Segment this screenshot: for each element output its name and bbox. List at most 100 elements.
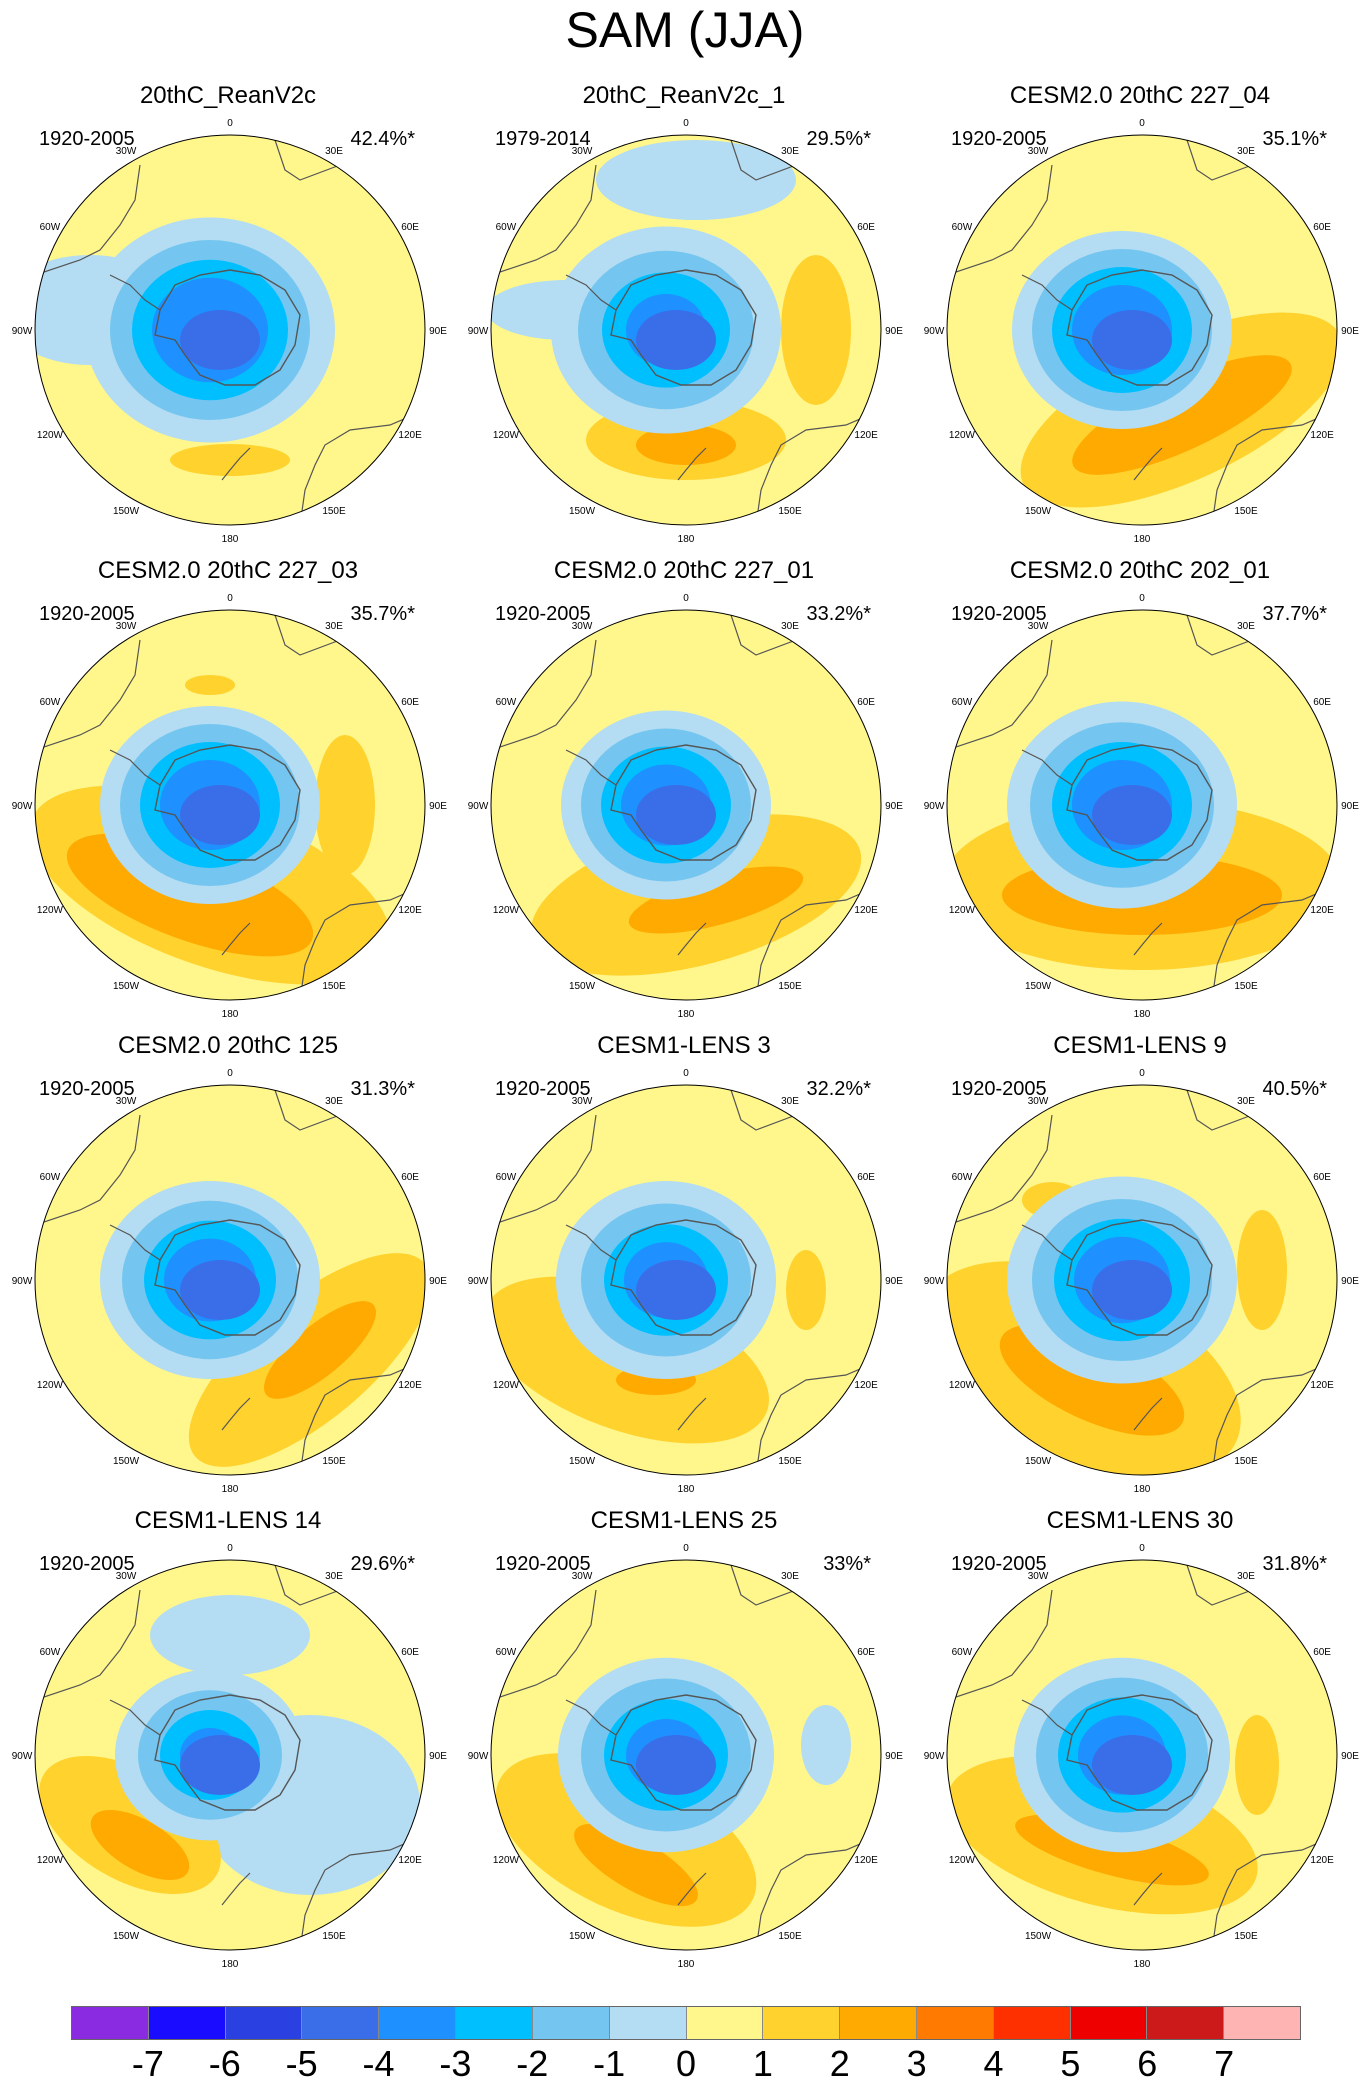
longitude-label: 60E [1313,1172,1331,1183]
antarctic-peninsula-coastline [109,1224,161,1261]
longitude-label: 30W [572,1096,593,1107]
colorbar-label: 7 [1214,2043,1235,2084]
longitude-label: 120W [949,1855,976,1866]
longitude-label: 90W [924,1276,945,1287]
negative-anomaly-region [150,1595,310,1675]
longitude-label: 150W [569,506,596,517]
longitude-label: 150E [322,1931,346,1942]
longitude-label: 60E [857,697,875,708]
colorbar-label: 2 [829,2043,850,2084]
antarctic-peninsula-coastline [1021,1699,1073,1736]
map-panel: CESM2.0 20thC 202_01 1920-2005 37.7%* 0 30E 6… [912,465,1368,1020]
longitude-label: 150E [778,1456,802,1467]
australia-coastline [1211,1834,1337,1950]
south-america-coastline [947,164,1053,276]
longitude-label: 120W [37,430,64,441]
longitude-label: 30W [116,146,137,157]
colorbar-swatch [993,2007,1071,2039]
australia-coastline [755,884,881,1000]
positive-anomaly-region [781,255,851,405]
longitude-label: 150W [569,1456,596,1467]
panel-title: CESM1-LENS 14 [134,1507,322,1534]
new-zealand-coastline [677,1872,707,1906]
colorbar-swatch [148,2007,226,2039]
longitude-label: 180 [678,534,695,545]
negative-anomaly-core [180,785,260,845]
new-zealand-coastline [221,1397,251,1431]
panel-title: 20thC_ReanV2c [139,82,317,109]
longitude-label: 30E [781,621,799,632]
longitude-label: 150W [1025,981,1052,992]
positive-anomaly-region [1072,355,1292,475]
longitude-label: 0 [227,1068,233,1079]
longitude-label: 60E [401,1647,419,1658]
map-panel: CESM1-LENS 9 1920-2005 40.5%* 0 30E 60E 90E 120… [912,940,1368,1495]
panel-variance-percent: 33.2%* [806,603,872,625]
panel-variance-percent: 37.7%* [1262,603,1328,625]
colorbar [71,2006,1301,2040]
longitude-label: 150W [113,1931,140,1942]
australia-coastline [755,409,881,525]
longitude-label: 60W [952,1172,973,1183]
longitude-label: 120W [493,1855,520,1866]
polar-map: 0 30E 60E 90E 120E 150E 180 150W 120W 90W 60W 30W [12,593,448,1020]
negative-anomaly-core [1092,1735,1172,1795]
panel-title: CESM2.0 20thC 227_01 [553,557,815,584]
colorbar-swatch [72,2007,149,2039]
positive-anomaly-region [90,1810,190,1880]
longitude-label: 90W [924,801,945,812]
negative-anomaly-core [636,1735,716,1795]
longitude-label: 150W [113,1456,140,1467]
new-zealand-coastline [1133,922,1163,956]
south-america-coastline [947,1589,1053,1701]
panel-period: 1979-2014 [495,128,591,150]
colorbar-label: 6 [1137,2043,1158,2084]
longitude-label: 90W [12,1751,33,1762]
negative-anomaly-core [1092,310,1172,370]
polar-map: 0 30E 60E 90E 120E 150E 180 150W 120W 90W 60W 30W [924,1543,1360,1970]
panel-period: 1920-2005 [951,128,1047,150]
longitude-label: 120W [493,1380,520,1391]
longitude-label: 0 [683,1543,689,1554]
antarctica-coastline [154,1219,301,1336]
longitude-label: 90E [1341,801,1359,812]
longitude-label: 90W [468,326,489,337]
negative-anomaly-core [180,1260,260,1320]
panel-title: CESM1-LENS 9 [1053,1032,1227,1059]
longitude-label: 150E [1234,506,1258,517]
longitude-label: 0 [227,1543,233,1554]
longitude-label: 120E [398,430,422,441]
panel-title: CESM2.0 20thC 125 [117,1032,339,1059]
longitude-label: 60E [401,1172,419,1183]
longitude-label: 30W [572,146,593,157]
longitude-label: 180 [678,1484,695,1495]
longitude-label: 120E [854,905,878,916]
longitude-label: 150E [322,506,346,517]
longitude-label: 120W [37,1380,64,1391]
colorbar-label: -5 [285,2043,318,2084]
longitude-label: 120W [493,430,520,441]
colorbar-label: 1 [752,2043,773,2084]
antarctica-coastline [610,1219,757,1336]
south-america-coastline [491,1114,597,1226]
map-panel: 20thC_ReanV2c 1920-2005 42.4%* 0 30E 60E 90E 12… [0,0,456,545]
antarctica-coastline [1066,1694,1213,1811]
negative-anomaly-core [180,1735,260,1795]
map-panel: CESM2.0 20thC 227_04 1920-2005 35.1%* 0 30E 6… [912,0,1368,545]
map-border [946,609,1338,1001]
polar-map: 0 30E 60E 90E 120E 150E 180 150W 120W 90W 60W 30W [468,1068,904,1495]
longitude-label: 120W [493,905,520,916]
panel-variance-percent: 31.3%* [350,1078,416,1100]
longitude-label: 60E [857,1647,875,1658]
longitude-label: 60E [401,222,419,233]
longitude-label: 30E [325,1571,343,1582]
antarctica-coastline [1066,269,1213,386]
antarctic-peninsula-coastline [109,274,161,311]
panel-title: CESM2.0 20thC 202_01 [1009,557,1271,584]
new-zealand-coastline [221,922,251,956]
longitude-label: 90W [924,326,945,337]
negative-anomaly-region [596,140,796,220]
colorbar-swatch [302,2007,380,2039]
map-border [490,134,882,526]
longitude-label: 30W [116,621,137,632]
